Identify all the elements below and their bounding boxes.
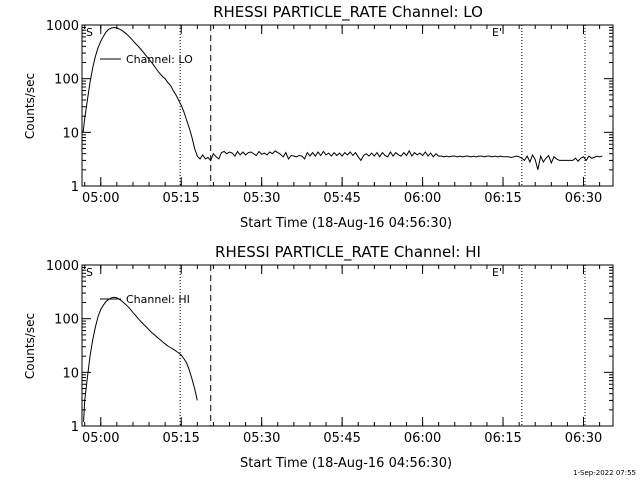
y-axis-label: Counts/sec (23, 73, 37, 139)
plot-frame (81, 264, 614, 427)
y-tick-label: 1000 (46, 19, 79, 34)
y-tick-label: 100 (54, 313, 79, 328)
x-tick-label: 05:00 (82, 431, 119, 446)
series-line-hi (83, 296, 198, 422)
x-axis-label: Start Time (18-Aug-16 04:56:30) (240, 216, 452, 231)
legend-label: Channel: LO (126, 53, 193, 66)
chart-title: RHESSI PARTICLE_RATE Channel: LO (213, 3, 483, 22)
y-tick-label: 100 (54, 73, 79, 88)
start-marker: S (86, 266, 93, 279)
x-tick-label: 05:15 (162, 431, 199, 446)
chart-title: RHESSI PARTICLE_RATE Channel: HI (215, 243, 481, 262)
plot-frame (81, 24, 614, 187)
axis-ticks: 1 10 100 1000 05:00 05:15 05:30 05:45 06:00 06:15… (46, 19, 613, 206)
y-tick-label: 1 (71, 420, 79, 435)
series-line-lo (82, 26, 603, 170)
x-tick-label: 05:45 (323, 191, 360, 206)
x-tick-label: 05:45 (323, 431, 360, 446)
y-tick-label: 1000 (46, 259, 79, 274)
start-marker: S (86, 26, 93, 39)
axis-ticks: 1 10 100 1000 05:00 05:15 05:30 05:45 06:00 06:15… (46, 259, 613, 446)
x-tick-label: 06:30 (565, 431, 602, 446)
x-tick-label: 05:15 (162, 191, 199, 206)
panel-lo: RHESSI PARTICLE_RATE Channel: LO Counts/… (23, 3, 614, 231)
x-tick-label: 06:00 (404, 431, 441, 446)
x-tick-label: 05:00 (82, 191, 119, 206)
x-tick-label: 05:30 (243, 431, 280, 446)
x-tick-label: 05:30 (243, 191, 280, 206)
panel-hi: RHESSI PARTICLE_RATE Channel: HI Counts/… (23, 243, 614, 471)
y-tick-label: 10 (62, 126, 79, 141)
legend-label: Channel: HI (126, 293, 190, 306)
end-marker: E' (492, 266, 502, 279)
x-tick-label: 06:15 (484, 431, 521, 446)
reference-lines (179, 265, 586, 426)
x-axis-label: Start Time (18-Aug-16 04:56:30) (240, 456, 452, 471)
timestamp-stamp: 1-Sep-2022 07:55 (573, 469, 636, 477)
x-tick-label: 06:15 (484, 191, 521, 206)
y-axis-label: Counts/sec (23, 313, 37, 379)
x-tick-label: 06:30 (565, 191, 602, 206)
reference-lines (179, 25, 586, 186)
x-tick-label: 06:00 (404, 191, 441, 206)
y-tick-label: 10 (62, 366, 79, 381)
end-marker: E' (492, 26, 502, 39)
y-tick-label: 1 (71, 180, 79, 195)
